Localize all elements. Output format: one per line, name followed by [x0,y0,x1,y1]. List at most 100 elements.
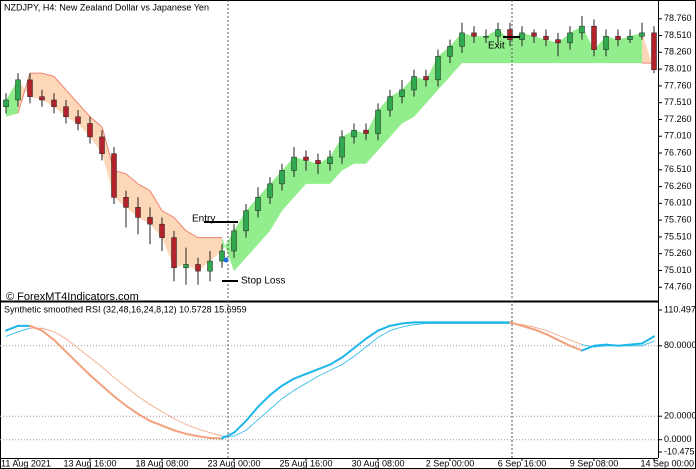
band-fill [186,230,198,272]
y-tick-label: 77.010 [664,131,692,141]
band-fill [330,136,342,184]
candle-body [99,136,105,154]
rsi-segment [569,339,583,346]
candle-body [255,197,261,211]
band-fill [102,126,114,198]
candle-body [111,153,117,198]
band-fill [522,32,534,64]
rsi-segment [341,355,355,365]
candle-body [615,35,621,40]
rsi-segment [317,370,331,377]
y-tick-label: 80.0000 [664,340,696,350]
candle-body [483,35,489,38]
band-fill [282,157,294,211]
y-tick-label: 75.260 [664,248,692,258]
candle-body [87,123,93,138]
band-fill [474,36,486,64]
band-fill [546,39,558,64]
x-tick-label: 9 Sep 08:00 [570,458,619,468]
rsi-segment [557,334,571,341]
candle-body [147,217,153,225]
band-fill [114,170,126,208]
rsi-segment [125,404,139,415]
rsi-segment [113,395,127,407]
band-fill [210,237,222,262]
rsi-segment [77,362,91,377]
rsi-segment [365,329,379,340]
rsi-segment [101,384,115,398]
band-fill [138,183,150,225]
band-fill [390,89,402,137]
candle-body [195,264,201,272]
rsi-segment [341,347,355,359]
candle-body [387,96,393,111]
rsi-segment [221,431,235,440]
candle-body [243,210,249,232]
rsi-segment [29,324,43,332]
band-edge [185,230,199,239]
rsi-segment [509,321,523,327]
rsi-segment [257,394,271,408]
band-fill [630,32,642,64]
y-tick-label: 0.0000 [664,434,692,444]
candle-body [375,109,381,134]
candle-body [399,89,405,97]
band-fill [150,190,162,238]
band-fill [354,130,366,164]
rsi-segment [53,338,67,353]
band-fill [90,116,102,154]
rsi-segment [521,324,535,328]
rsi-segment [209,432,223,437]
y-tick-label: 74.760 [664,282,692,292]
rsi-segment [137,395,151,405]
candle-body [171,237,177,269]
candle-body [183,264,189,269]
rsi-segment [269,398,283,410]
band-fill [126,173,138,218]
rsi-segment [89,374,103,387]
band-fill [606,36,618,64]
x-tick-label: 11 Aug 2021 [1,458,51,468]
candle-body [423,76,429,81]
rsi-segment [521,324,535,331]
rsi-segment [329,356,343,366]
candle-body [495,29,501,37]
candle-body [351,129,357,138]
band-fill [618,36,630,64]
rsi-segment [533,328,547,336]
rsi-segment [281,377,295,387]
x-tick-label: 18 Aug 08:00 [135,458,188,468]
band-fill [222,230,234,272]
band-fill [6,79,18,117]
candle-body [447,46,453,57]
y-tick-label: 76.760 [664,147,692,157]
band-fill [162,210,174,268]
rsi-segment [389,326,403,331]
rsi-segment [197,435,211,439]
y-tick-label: 20.0000 [664,411,696,421]
candle-body [435,56,441,81]
rsi-segment [557,338,571,347]
rsi-segment [569,344,583,352]
rsi-segment [413,323,427,326]
rsi-segment [293,372,307,380]
band-fill [450,32,462,77]
candle-body [651,32,657,71]
rsi-segment [377,330,391,338]
band-fill [54,76,66,117]
candle-body [579,25,585,34]
rsi-segment [545,333,559,341]
band-edge [137,183,151,192]
rsi-segment [161,411,175,419]
band-fill [642,32,654,70]
rsi-segment [401,324,415,328]
band-fill [30,73,42,100]
rsi-segment [101,366,115,378]
stop-loss-label: Stop Loss [241,276,285,287]
y-tick-label: 75.010 [664,265,692,275]
rsi-segment [197,428,211,434]
band-fill [270,170,282,231]
band-edge [161,210,175,218]
